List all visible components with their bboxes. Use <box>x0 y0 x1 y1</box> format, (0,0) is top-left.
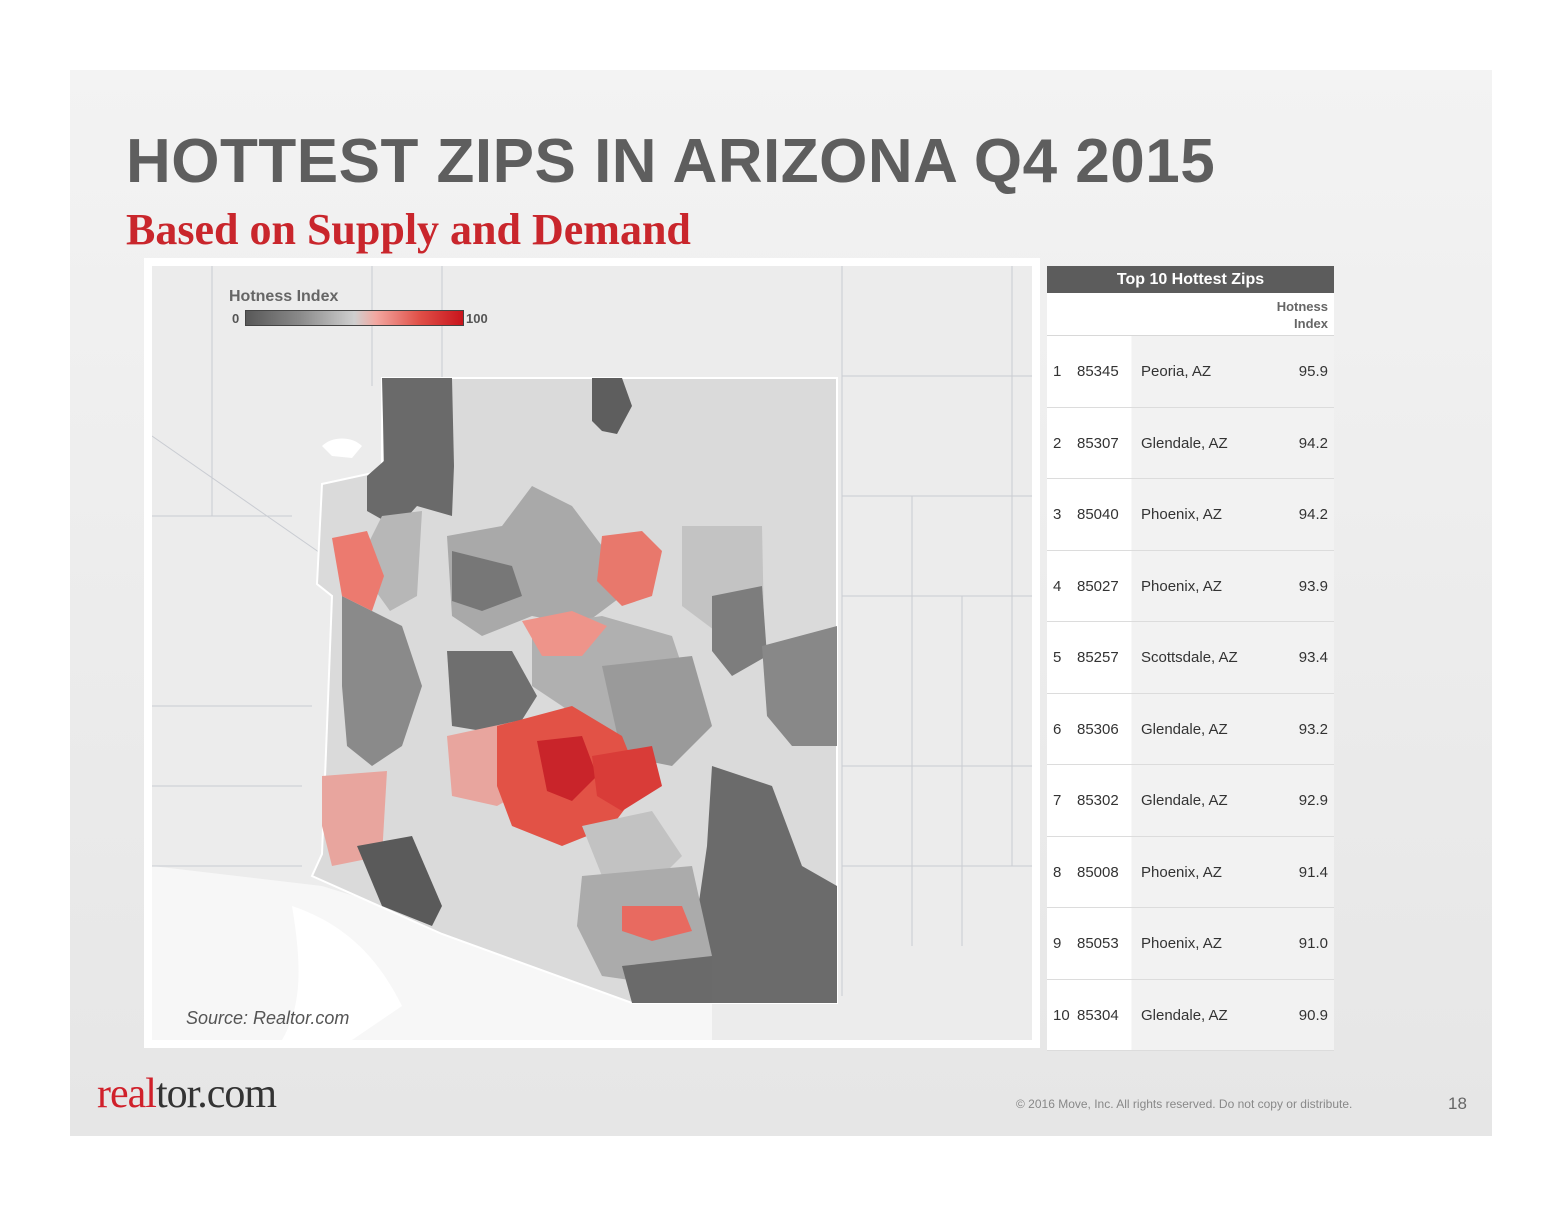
rank-cell: 5 <box>1053 649 1062 666</box>
score-cell: 92.9 <box>1298 792 1328 809</box>
score-cell: 91.4 <box>1298 863 1328 881</box>
rank-cell: 9 <box>1053 935 1062 952</box>
city-cell: Phoenix, AZ <box>1141 577 1222 595</box>
hottest-zips-table: Top 10 Hottest Zips Hotness Index 1 85345… <box>1047 266 1334 1051</box>
zip-region-south-dark <box>622 956 712 1003</box>
zip-region-southeast-dark <box>697 766 837 1003</box>
zip-region-central-east <box>602 656 712 766</box>
rank-cell: 3 <box>1053 506 1062 523</box>
gulf-water <box>152 866 712 1040</box>
map-panel: Hotness Index 0 100 Source: Realtor.com <box>144 258 1040 1048</box>
city-cell: Peoria, AZ <box>1141 363 1212 380</box>
city-cell: Phoenix, AZ <box>1141 935 1222 952</box>
table-row: 5 85257 Scottsdale, AZ 93.4 <box>1047 622 1334 694</box>
zip-cell: 85040 <box>1077 506 1119 523</box>
table-title: Top 10 Hottest Zips <box>1047 266 1334 293</box>
city-cell: Scottsdale, AZ <box>1141 649 1238 666</box>
table-row: 8 85008 Phoenix, AZ 91.4 <box>1047 836 1334 908</box>
legend-max-label: 100 <box>466 311 488 326</box>
table-row: 10 85304 Glendale, AZ 90.9 <box>1047 979 1334 1051</box>
arizona-zip-map <box>152 266 1032 1040</box>
rank-cell: 10 <box>1053 1006 1070 1024</box>
rank-cell: 4 <box>1053 577 1062 595</box>
city-cell: Glendale, AZ <box>1141 434 1228 452</box>
score-cell: 93.9 <box>1298 577 1328 595</box>
city-cell: Glendale, AZ <box>1141 792 1228 809</box>
zip-region-flagstaff-pink <box>522 611 607 656</box>
score-cell: 95.9 <box>1298 363 1328 380</box>
logo-text-real: real <box>97 1071 157 1117</box>
page-title: HOTTEST ZIPS IN ARIZONA Q4 2015 <box>126 127 1216 196</box>
zip-cell: 85257 <box>1077 649 1119 666</box>
zip-cell: 85345 <box>1077 363 1119 380</box>
zip-region-yuma-pink <box>322 771 387 866</box>
zip-region-phoenix-south-gray <box>582 811 682 886</box>
lake-mead <box>322 438 362 458</box>
table-row: 2 85307 Glendale, AZ 94.2 <box>1047 407 1334 479</box>
rank-cell: 2 <box>1053 434 1062 452</box>
rank-cell: 7 <box>1053 792 1062 809</box>
page-subtitle: Based on Supply and Demand <box>126 205 691 254</box>
zip-cell: 85008 <box>1077 863 1119 881</box>
city-cell: Phoenix, AZ <box>1141 506 1222 523</box>
zip-cell: 85307 <box>1077 434 1119 452</box>
table-row: 6 85306 Glendale, AZ 93.2 <box>1047 693 1334 765</box>
legend-color-scale <box>245 310 464 326</box>
zip-region-phoenix-core <box>537 736 597 801</box>
zip-region-north-central-dark <box>452 551 522 611</box>
zip-cell: 85304 <box>1077 1006 1119 1024</box>
score-cell: 93.2 <box>1298 720 1328 738</box>
zip-region-west-mid <box>342 596 422 766</box>
table-row: 1 85345 Peoria, AZ 95.9 <box>1047 336 1334 408</box>
legend-min-label: 0 <box>232 311 240 326</box>
score-cell: 94.2 <box>1298 434 1328 452</box>
zip-cell: 85027 <box>1077 577 1119 595</box>
table-row: 4 85027 Phoenix, AZ 93.9 <box>1047 550 1334 622</box>
table-row: 7 85302 Glendale, AZ 92.9 <box>1047 765 1334 837</box>
table-row: 9 85053 Phoenix, AZ 91.0 <box>1047 908 1334 980</box>
sea-of-cortez <box>282 906 402 1040</box>
zip-cell: 85053 <box>1077 935 1119 952</box>
zip-region-tucson-hot <box>622 906 692 941</box>
zip-region-phoenix-east <box>592 746 662 811</box>
logo-text-tor: tor.com <box>155 1071 277 1117</box>
legend-title: Hotness Index <box>229 288 339 305</box>
city-cell: Glendale, AZ <box>1141 1006 1228 1024</box>
city-cell: Glendale, AZ <box>1141 720 1228 738</box>
zip-region-yuma-dark <box>357 836 442 926</box>
page-number: 18 <box>1448 1094 1467 1113</box>
score-cell: 93.4 <box>1298 649 1328 666</box>
table-rows: 1 85345 Peoria, AZ 95.9 2 85307 Glendale, AZ 94… <box>1047 336 1334 1051</box>
zip-region-kingman-hot <box>332 531 384 611</box>
zip-cell: 85306 <box>1077 720 1119 738</box>
zip-cell: 85302 <box>1077 792 1119 809</box>
score-cell: 94.2 <box>1298 506 1328 523</box>
realtor-logo: realtor.com <box>97 1070 277 1118</box>
rank-cell: 1 <box>1053 363 1062 380</box>
zip-region-north-dark-1 <box>367 378 454 528</box>
zip-region-north-dark-2 <box>592 378 632 434</box>
hotness-index-header: Hotness Index <box>1276 299 1328 331</box>
copyright-notice: © 2016 Move, Inc. All rights reserved. D… <box>1016 1097 1353 1111</box>
table-row: 3 85040 Phoenix, AZ 94.2 <box>1047 479 1334 551</box>
zip-region-east-dark <box>712 586 767 676</box>
rank-cell: 6 <box>1053 720 1062 738</box>
rank-cell: 8 <box>1053 863 1062 881</box>
city-cell: Phoenix, AZ <box>1141 863 1222 881</box>
score-cell: 90.9 <box>1298 1006 1328 1024</box>
table-column-header: Hotness Index <box>1047 293 1334 336</box>
zip-region-east-border <box>762 626 837 746</box>
zip-region-phoenix-north-dark <box>447 651 537 736</box>
zip-region-prescott-hot <box>597 531 662 606</box>
score-cell: 91.0 <box>1298 935 1328 952</box>
source-note: Source: Realtor.com <box>186 1008 350 1028</box>
